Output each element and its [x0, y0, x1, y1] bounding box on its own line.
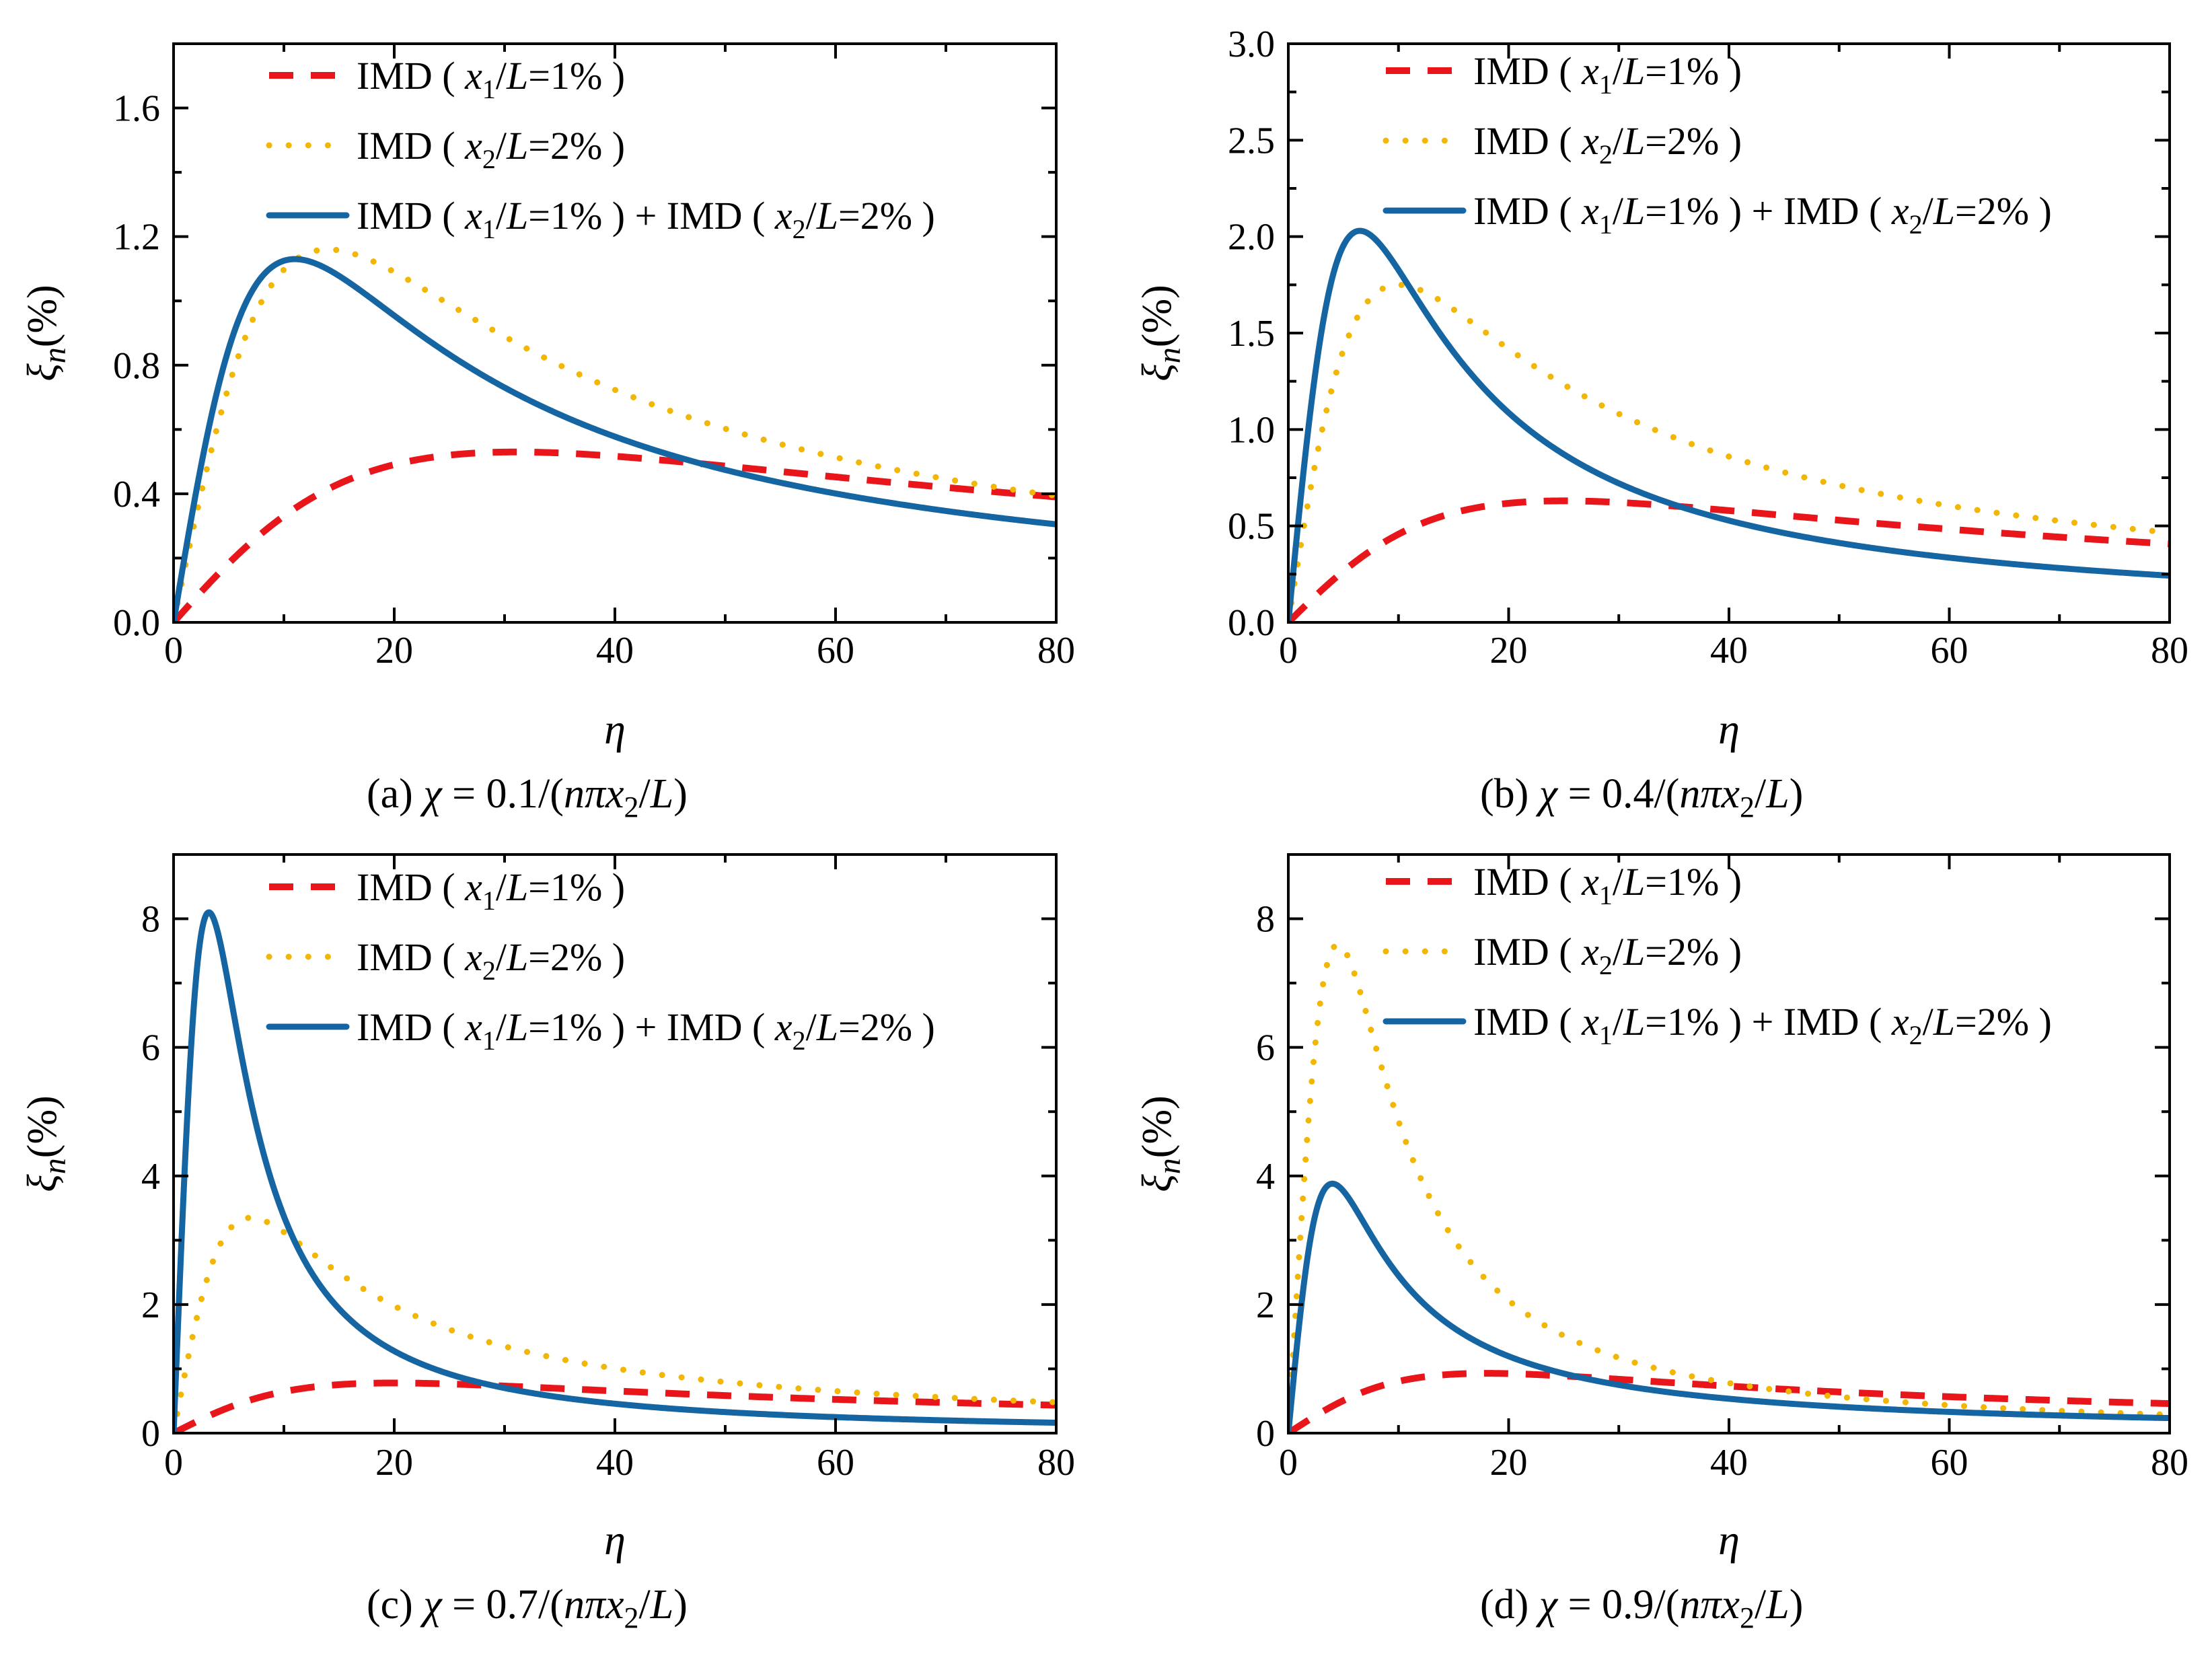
y-tick-label: 1.6	[113, 88, 160, 130]
y-tick-label: 8	[1256, 899, 1275, 941]
y-tick-label: 3.0	[1228, 24, 1275, 65]
legend-label-x2: IMD ( x2/L=2% )	[1473, 930, 1742, 980]
series-line-x2	[1288, 281, 2170, 622]
legend: IMD ( x1/L=1% ) IMD ( x2/L=2% ) IMD ( x1/L…	[1382, 49, 2052, 240]
y-tick-label: 0.5	[1228, 506, 1275, 548]
y-axis-title: ξn(%)	[20, 285, 73, 381]
series-line-x1	[174, 1379, 1056, 1433]
x-tick-label: 60	[1931, 630, 1968, 671]
x-tick-label: 0	[1279, 630, 1298, 671]
y-tick-label: 8	[141, 899, 160, 941]
y-tick-label: 0	[141, 1413, 160, 1455]
series-line-x1	[174, 448, 1056, 622]
y-axis-title: ξn(%)	[1134, 1095, 1187, 1192]
y-axis-title: ξn(%)	[20, 1095, 73, 1192]
x-tick-label: 0	[164, 630, 183, 671]
x-axis-title: η	[1718, 1516, 1740, 1564]
x-tick-label: 80	[1037, 1442, 1075, 1484]
x-tick-label: 20	[1490, 1442, 1528, 1484]
y-tick-label: 1.0	[1228, 409, 1275, 451]
legend-label-x1: IMD ( x1/L=1% )	[1473, 49, 1742, 100]
x-axis-title: η	[604, 1516, 626, 1564]
y-tick-label: 2	[1256, 1284, 1275, 1326]
y-tick-label: 2	[141, 1284, 160, 1326]
y-tick-label: 0.0	[1228, 602, 1275, 644]
y-tick-label: 6	[141, 1027, 160, 1069]
x-tick-label: 40	[596, 630, 634, 671]
y-tick-label: 6	[1256, 1027, 1275, 1069]
legend-label-x1: IMD ( x1/L=1% )	[357, 865, 625, 916]
x-tick-label: 20	[1490, 630, 1528, 671]
x-tick-label: 40	[1710, 1442, 1748, 1484]
x-tick-label: 80	[2151, 1442, 2188, 1484]
series-group	[174, 909, 1056, 1433]
panel-caption: (d) χ = 0.9/(nπx2/L)	[1480, 1582, 1803, 1634]
legend-label-combined: IMD ( x1/L=1% ) + IMD ( x2/L=2% )	[1473, 189, 2052, 240]
x-tick-label: 0	[164, 1442, 183, 1484]
x-tick-label: 20	[375, 630, 413, 671]
x-tick-label: 80	[1037, 630, 1075, 671]
series-line-x2	[1288, 941, 2170, 1433]
legend: IMD ( x1/L=1% ) IMD ( x2/L=2% ) IMD ( x1/L…	[266, 865, 935, 1056]
y-tick-label: 1.2	[113, 217, 160, 258]
series-line-combined	[1288, 1180, 2170, 1433]
y-tick-label: 4	[1256, 1156, 1275, 1198]
x-axis-title: η	[1718, 705, 1740, 753]
y-tick-label: 0.4	[113, 474, 160, 515]
panel-caption: (c) χ = 0.7/(nπx2/L)	[367, 1582, 688, 1634]
series-line-combined	[174, 256, 1056, 622]
legend-label-combined: IMD ( x1/L=1% ) + IMD ( x2/L=2% )	[1473, 1000, 2052, 1050]
y-tick-label: 2.5	[1228, 120, 1275, 161]
y-tick-label: 0.0	[113, 602, 160, 644]
legend-label-combined: IMD ( x1/L=1% ) + IMD ( x2/L=2% )	[357, 194, 935, 244]
chart-panel-b: 0 20 40 60 80 0.0 0.5 1.0 1.5 2.0 2.5 3.0 η ξn(%) IMD …	[1134, 24, 2188, 824]
x-tick-label: 80	[2151, 630, 2188, 671]
series-group	[174, 246, 1056, 622]
legend-label-x2: IMD ( x2/L=2% )	[1473, 119, 1742, 170]
legend-label-combined: IMD ( x1/L=1% ) + IMD ( x2/L=2% )	[357, 1005, 935, 1056]
legend-label-x2: IMD ( x2/L=2% )	[357, 124, 625, 174]
legend-label-x1: IMD ( x1/L=1% )	[357, 54, 625, 104]
legend-label-x1: IMD ( x1/L=1% )	[1473, 860, 1742, 910]
x-tick-label: 0	[1279, 1442, 1298, 1484]
x-tick-label: 60	[817, 630, 854, 671]
y-axis-title: ξn(%)	[1134, 285, 1187, 381]
chart-panel-a: 0 20 40 60 80 0.0 0.4 0.8 1.2 1.6 η ξn(%) IMD ( x1/L…	[20, 42, 1075, 824]
panel-caption: (a) χ = 0.1/(nπx2/L)	[367, 771, 688, 824]
x-axis-title: η	[604, 705, 626, 753]
x-tick-label: 20	[375, 1442, 413, 1484]
series-group	[1288, 227, 2170, 622]
x-tick-label: 40	[1710, 630, 1748, 671]
x-tick-label: 60	[817, 1442, 854, 1484]
series-group	[1288, 941, 2170, 1433]
x-tick-label: 60	[1931, 1442, 1968, 1484]
series-line-combined	[174, 909, 1056, 1433]
panel-caption: (b) χ = 0.4/(nπx2/L)	[1480, 771, 1803, 824]
legend: IMD ( x1/L=1% ) IMD ( x2/L=2% ) IMD ( x1/L…	[266, 54, 935, 244]
y-tick-label: 4	[141, 1156, 160, 1198]
y-tick-label: 1.5	[1228, 313, 1275, 355]
y-tick-label: 0.8	[113, 345, 160, 387]
legend-label-x2: IMD ( x2/L=2% )	[357, 935, 625, 986]
y-tick-label: 0	[1256, 1413, 1275, 1455]
x-tick-label: 40	[596, 1442, 634, 1484]
series-line-combined	[1288, 227, 2170, 622]
y-tick-label: 2.0	[1228, 217, 1275, 258]
legend: IMD ( x1/L=1% ) IMD ( x2/L=2% ) IMD ( x1/L…	[1382, 860, 2052, 1050]
